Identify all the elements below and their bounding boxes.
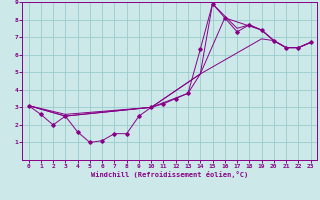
X-axis label: Windchill (Refroidissement éolien,°C): Windchill (Refroidissement éolien,°C) bbox=[91, 171, 248, 178]
